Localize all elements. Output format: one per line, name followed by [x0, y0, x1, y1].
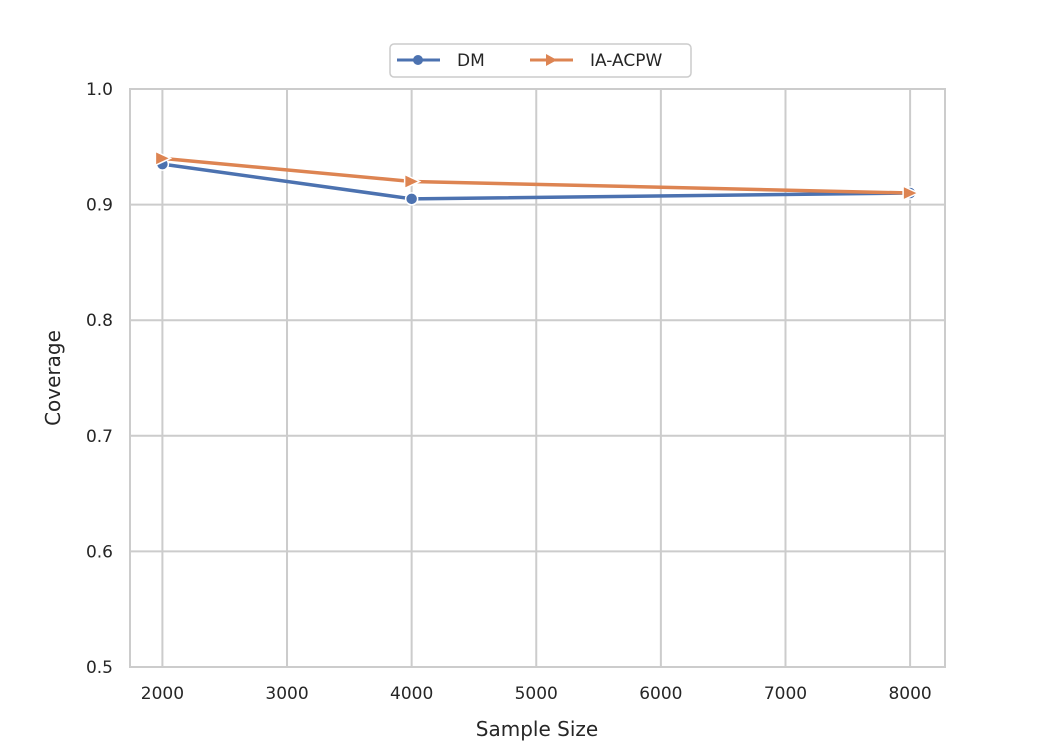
legend-label-dm: DM [457, 51, 485, 71]
legend: DM IA-ACPW [389, 43, 692, 78]
circle-marker-icon [404, 192, 419, 206]
y-tick-label: 0.6 [86, 542, 113, 562]
x-axis-ticks: 2000 3000 4000 5000 6000 7000 8000 [141, 684, 932, 704]
legend-entry-iaacpw: IA-ACPW [530, 51, 662, 71]
y-tick-label: 0.7 [86, 427, 113, 447]
x-tick-label: 3000 [265, 684, 308, 704]
x-tick-label: 6000 [639, 684, 682, 704]
x-tick-label: 7000 [764, 684, 807, 704]
legend-entry-dm: DM [397, 51, 485, 71]
y-axis-ticks: 0.5 0.6 0.7 0.8 0.9 1.0 [86, 80, 113, 678]
y-tick-label: 0.9 [86, 196, 113, 216]
triangle-right-marker-icon [154, 150, 173, 167]
series-iaacpw [154, 150, 920, 202]
x-tick-label: 8000 [888, 684, 931, 704]
circle-marker-icon [413, 55, 423, 65]
x-tick-label: 2000 [141, 684, 184, 704]
legend-label-iaacpw: IA-ACPW [590, 51, 662, 71]
x-tick-label: 4000 [390, 684, 433, 704]
y-tick-label: 0.8 [86, 311, 113, 331]
x-axis-label: Sample Size [476, 717, 598, 741]
y-axis-label: Coverage [41, 330, 65, 426]
data-series [154, 150, 920, 206]
y-tick-label: 1.0 [86, 80, 113, 100]
triangle-right-marker-icon [403, 173, 422, 190]
triangle-right-marker-icon [546, 54, 557, 66]
x-tick-label: 5000 [515, 684, 558, 704]
triangle-right-marker-icon [902, 184, 920, 202]
y-tick-label: 0.5 [86, 658, 113, 678]
axes-frame [129, 88, 946, 668]
